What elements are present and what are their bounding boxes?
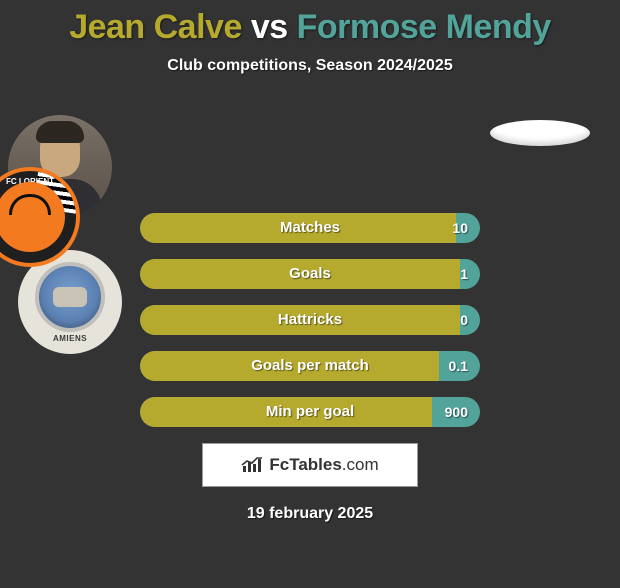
stat-value: 900 (445, 397, 468, 427)
chart-icon (241, 456, 263, 474)
stat-label: Goals (140, 259, 480, 289)
badge-inner-icon (0, 182, 65, 252)
brand-box[interactable]: FcTables.com (202, 443, 418, 487)
content-area: AMIENS FC LORIENT Matches10Goals1Hattric… (0, 95, 620, 523)
stat-bar: Goals1 (140, 259, 480, 289)
stat-value: 0 (460, 305, 468, 335)
vs-text: vs (251, 8, 288, 46)
player2-avatar-placeholder (490, 120, 590, 146)
brand-domain: .com (342, 455, 379, 474)
stat-bar: Min per goal900 (140, 397, 480, 427)
stat-label: Hattricks (140, 305, 480, 335)
stat-value: 1 (460, 259, 468, 289)
stat-bar: Goals per match0.1 (140, 351, 480, 381)
comparison-title: Jean Calve vs Formose Mendy (0, 8, 620, 47)
competition-subtitle: Club competitions, Season 2024/2025 (0, 57, 620, 75)
player2-name: Formose Mendy (297, 8, 551, 46)
date-text: 19 february 2025 (0, 505, 620, 523)
stat-bar: Matches10 (140, 213, 480, 243)
brand-text: FcTables.com (269, 455, 378, 475)
stat-bar: Hattricks0 (140, 305, 480, 335)
player1-club-label: AMIENS (53, 334, 87, 343)
brand-name: FcTables (269, 455, 341, 474)
stats-bars: Matches10Goals1Hattricks0Goals per match… (140, 195, 480, 427)
stat-label: Goals per match (140, 351, 480, 381)
stat-value: 0.1 (449, 351, 468, 381)
club-crest-icon (35, 262, 105, 332)
avatar-hair (36, 121, 84, 143)
player1-name: Jean Calve (69, 8, 242, 46)
stat-label: Matches (140, 213, 480, 243)
stat-value: 10 (452, 213, 468, 243)
stat-label: Min per goal (140, 397, 480, 427)
